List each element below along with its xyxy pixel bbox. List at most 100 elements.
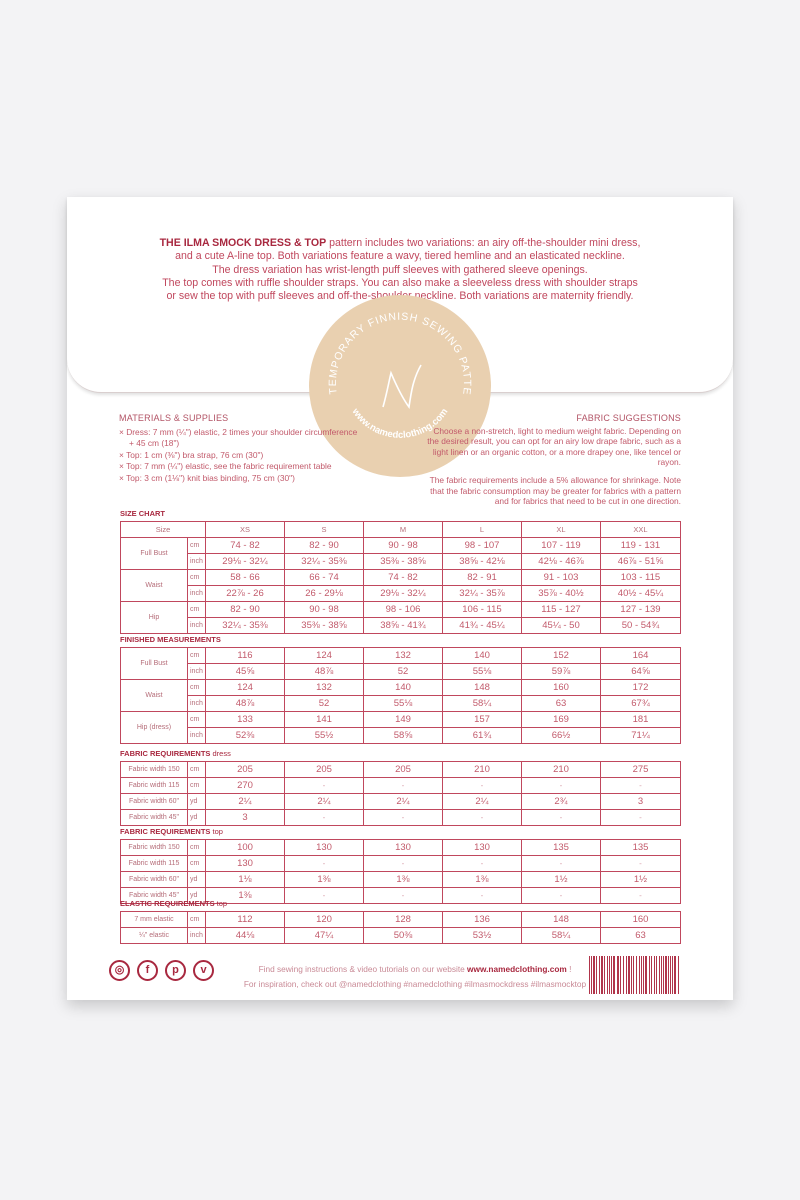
value-cell: - <box>363 809 443 826</box>
unit-cell: cm <box>187 569 206 586</box>
value-cell: 40½ - 45¼ <box>600 585 681 602</box>
table-title: SIZE CHART <box>120 509 680 518</box>
value-cell: 136 <box>442 911 522 928</box>
value-cell: 29⅛ - 32¼ <box>205 553 285 570</box>
value-cell: 55½ <box>284 727 364 744</box>
barcode-bar <box>611 956 612 994</box>
barcode-bar <box>643 956 644 994</box>
value-cell: 1⅜ <box>363 871 443 888</box>
barcode-bar <box>641 956 642 994</box>
value-cell: 157 <box>442 711 522 728</box>
value-cell: 63 <box>600 927 681 944</box>
barcode-bar <box>589 956 590 994</box>
unit-cell: yd <box>187 809 206 826</box>
value-cell: 35⅜ - 38⅝ <box>363 553 443 570</box>
value-cell: - <box>442 809 522 826</box>
value-cell: - <box>442 777 522 794</box>
value-cell: - <box>521 887 601 904</box>
value-cell: 42⅛ - 46⅞ <box>521 553 601 570</box>
value-cell: 58⅝ <box>363 727 443 744</box>
seal-arc-text: CONTEMPORARY FINNISH SEWING PATTERNS <box>309 295 472 396</box>
table-row: Fabric width 60" yd 1⅛ 1⅜ 1⅜ 1⅜ 1½ 1½ <box>120 871 681 888</box>
barcode-bar <box>665 956 667 994</box>
footer-line2: For inspiration, check out @namedclothin… <box>243 979 587 989</box>
website-link[interactable]: www.namedclothing.com <box>467 964 567 974</box>
unit-cell: cm <box>187 537 206 554</box>
table-row: ¼" elastic inch 44⅛ 47¼ 50⅜ 53½ 58¼ 63 <box>120 927 681 944</box>
value-cell: 106 - 115 <box>442 601 522 618</box>
value-cell: - <box>284 887 364 904</box>
intro-line: and a cute A-line top. Both variations f… <box>175 250 625 263</box>
unit-cell: inch <box>187 585 206 602</box>
value-cell: 52 <box>363 663 443 680</box>
row-label: 7 mm elastic <box>120 911 188 928</box>
table-row: Fabric width 60" yd 2¼ 2¼ 2¼ 2¼ 2¾ 3 <box>120 793 681 810</box>
barcode-bar <box>620 956 621 994</box>
row-label: Full Bust <box>120 537 188 570</box>
value-cell: - <box>600 887 681 904</box>
value-cell: 172 <box>600 679 681 696</box>
barcode-bar <box>607 956 608 994</box>
value-cell: 74 - 82 <box>205 537 285 554</box>
header-cell: S <box>284 521 364 538</box>
barcode-bar <box>645 956 647 994</box>
table-header-row: Size XS S M L XL XXL <box>120 521 681 538</box>
value-cell: 132 <box>284 679 364 696</box>
value-cell: 35⅜ - 38⅝ <box>284 617 364 634</box>
value-cell: 140 <box>363 679 443 696</box>
value-cell: 3 <box>205 809 285 826</box>
material-item: × Top: 7 mm (¼") elastic, see the fabric… <box>119 461 332 471</box>
value-cell: 59⅞ <box>521 663 601 680</box>
barcode-bar <box>663 956 664 994</box>
header-cell: XS <box>205 521 285 538</box>
table-section: FABRIC REQUIREMENTS dress Fabric width 15… <box>120 749 681 826</box>
value-cell: 100 <box>205 839 285 856</box>
barcode-bar <box>631 956 632 994</box>
barcode-bar <box>661 956 662 994</box>
value-cell: - <box>284 855 364 872</box>
value-cell: 205 <box>284 761 364 778</box>
facebook-icon[interactable]: f <box>137 960 158 981</box>
table-row: Hip (dress) cm 133 141 149 157 169 181 <box>120 711 681 744</box>
value-cell: 1⅛ <box>205 871 285 888</box>
value-cell: 82 - 90 <box>205 601 285 618</box>
barcode-bar <box>678 956 679 994</box>
barcode-bar <box>628 956 630 994</box>
value-cell: 63 <box>521 695 601 712</box>
table-title: FABRIC REQUIREMENTS dress <box>120 749 680 758</box>
value-cell: 82 - 90 <box>284 537 364 554</box>
barcode-bar <box>591 956 592 994</box>
value-cell: 112 <box>205 911 285 928</box>
value-cell: 115 - 127 <box>521 601 601 618</box>
pinterest-icon[interactable]: p <box>165 960 186 981</box>
value-cell: 132 <box>363 647 443 664</box>
unit-cell: inch <box>187 727 206 744</box>
barcode-bar <box>599 956 600 994</box>
brand-seal: CONTEMPORARY FINNISH SEWING PATTERNS www… <box>309 295 491 477</box>
table-title: ELASTIC REQUIREMENTS top <box>120 899 680 908</box>
table-title-suffix: dress <box>210 749 231 758</box>
barcode-bar <box>609 956 610 994</box>
materials-supplies: MATERIALS & SUPPLIES × Dress: 7 mm (¼") … <box>119 413 359 484</box>
unit-cell: yd <box>187 793 206 810</box>
value-cell: 66 - 74 <box>284 569 364 586</box>
barcode-bar <box>674 956 676 994</box>
materials-title: MATERIALS & SUPPLIES <box>119 413 229 423</box>
vimeo-icon[interactable]: v <box>193 960 214 981</box>
barcode-bar <box>593 956 595 994</box>
unit-cell: cm <box>187 601 206 618</box>
unit-cell: inch <box>187 927 206 944</box>
row-label: Fabric width 115 <box>120 777 188 794</box>
row-label: Fabric width 45" <box>120 809 188 826</box>
value-cell: 152 <box>521 647 601 664</box>
value-cell: 148 <box>521 911 601 928</box>
table-row: Fabric width 115 cm 130- - - - - <box>120 855 681 872</box>
unit-cell: cm <box>187 839 206 856</box>
value-cell: 71¼ <box>600 727 681 744</box>
material-item: × Dress: 7 mm (¼") elastic, 2 times your… <box>119 426 358 449</box>
intro-line: pattern includes two variations: an airy… <box>326 237 641 249</box>
instagram-icon[interactable]: ◎ <box>109 960 130 981</box>
value-cell: 2¼ <box>205 793 285 810</box>
row-label: Fabric width 115 <box>120 855 188 872</box>
table-row: Fabric width 115 cm 270- - - - - <box>120 777 681 794</box>
